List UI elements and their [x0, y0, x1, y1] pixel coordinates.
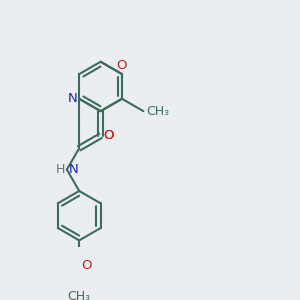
- Text: O: O: [103, 129, 114, 142]
- Text: O: O: [117, 58, 127, 72]
- Text: N: N: [68, 92, 78, 105]
- Text: O: O: [82, 259, 92, 272]
- Text: CH₃: CH₃: [68, 290, 91, 300]
- Text: H: H: [56, 163, 65, 176]
- Text: O: O: [103, 129, 114, 142]
- Text: N: N: [68, 163, 78, 176]
- Text: CH₃: CH₃: [146, 105, 169, 118]
